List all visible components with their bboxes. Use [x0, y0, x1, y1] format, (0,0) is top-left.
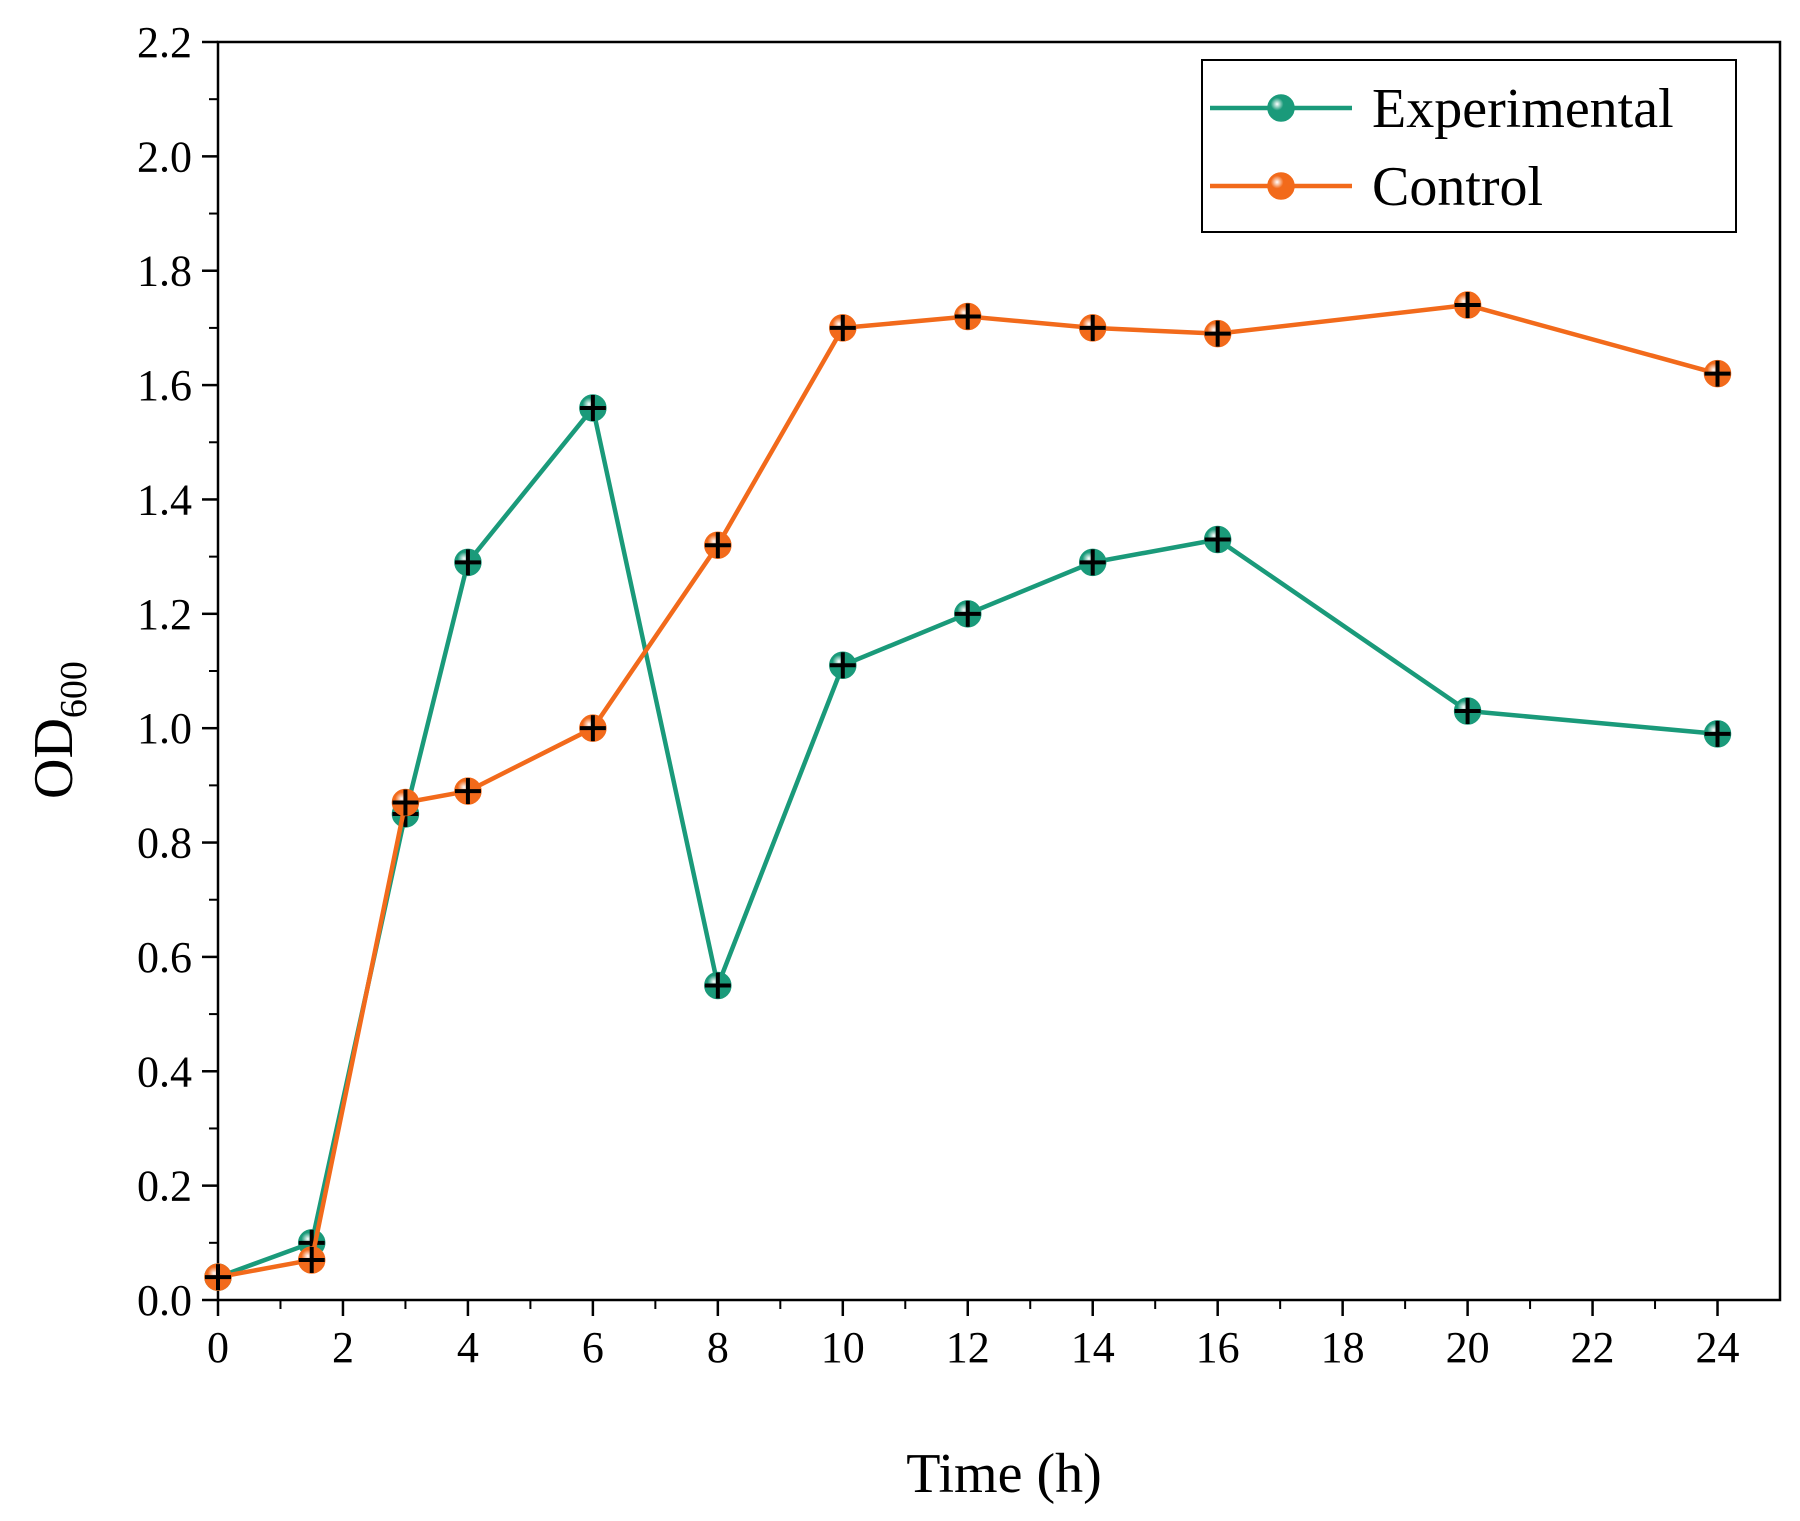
data-point [454, 548, 482, 577]
data-point [829, 314, 857, 342]
legend: Experimental Control [1201, 59, 1737, 233]
svg-text:OD600: OD600 [23, 661, 95, 799]
data-point [954, 302, 982, 331]
data-point [954, 600, 982, 628]
series-experimental [204, 394, 1732, 1291]
series-line [217, 302, 1719, 1280]
legend-label: Experimental [1372, 78, 1674, 140]
x-tick-label: 20 [1446, 1323, 1490, 1372]
x-tick-label: 14 [1071, 1323, 1115, 1372]
y-axis-title: OD600 [23, 661, 95, 799]
x-tick-label: 12 [946, 1323, 990, 1372]
x-tick-label: 22 [1571, 1323, 1615, 1372]
y-tick-label: 0.2 [137, 1162, 192, 1211]
legend-label: Control [1372, 156, 1543, 218]
legend-marker [1267, 94, 1295, 122]
data-point [1703, 720, 1732, 748]
data-point [1703, 359, 1732, 388]
data-point [391, 788, 420, 817]
data-point [704, 531, 732, 559]
series-line [217, 405, 1718, 1280]
data-point [579, 714, 607, 742]
x-tick-label: 6 [582, 1323, 604, 1372]
y-tick-label: 1.8 [137, 247, 192, 296]
x-tick-label: 0 [207, 1323, 229, 1372]
y-tick-label: 0.0 [137, 1276, 192, 1325]
data-point [1078, 548, 1107, 577]
y-tick-label: 1.0 [137, 704, 192, 753]
y-tick-label: 0.8 [137, 819, 192, 868]
data-point [1078, 314, 1107, 342]
legend-item-experimental: Experimental [1210, 78, 1674, 140]
y-axis-title-subscript: 600 [53, 661, 95, 718]
legend-marker [1267, 172, 1295, 200]
y-tick-label: 1.4 [137, 475, 192, 524]
x-tick-label: 10 [821, 1323, 865, 1372]
data-point [1203, 525, 1232, 554]
y-tick-label: 2.2 [137, 18, 192, 67]
x-tick-label: 8 [707, 1323, 729, 1372]
series-control [204, 291, 1732, 1291]
data-point [1453, 291, 1482, 319]
y-tick-label: 1.2 [137, 590, 192, 639]
legend-box [1201, 59, 1737, 233]
data-point [1203, 319, 1232, 348]
data-point [1453, 697, 1482, 725]
y-tick-label: 2.0 [137, 132, 192, 181]
x-tick-label: 2 [332, 1323, 354, 1372]
x-tick-label: 18 [1321, 1323, 1365, 1372]
y-tick-label: 1.6 [137, 361, 192, 410]
axes: 0 2 4 6 8 10 12 14 16 18 20 22 240.00.20.40.60.81.01… [137, 18, 1782, 1372]
data-point [454, 777, 482, 805]
data-point [579, 394, 607, 422]
x-tick-label: 16 [1196, 1323, 1240, 1372]
legend-item-control: Control [1210, 156, 1543, 218]
data-point [704, 971, 732, 1000]
data-point [204, 1263, 232, 1291]
x-axis-title: Time (h) [906, 1443, 1102, 1505]
data-point [297, 1246, 326, 1274]
series-layer [204, 291, 1732, 1291]
y-tick-label: 0.6 [137, 933, 192, 982]
x-tick-label: 4 [457, 1323, 479, 1372]
data-point [829, 651, 857, 680]
x-tick-label: 24 [1696, 1323, 1740, 1372]
y-tick-label: 0.4 [137, 1047, 192, 1096]
y-axis-title-main: OD [23, 718, 85, 799]
